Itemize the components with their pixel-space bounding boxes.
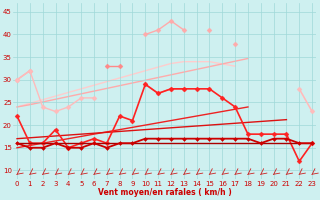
X-axis label: Vent moyen/en rafales ( km/h ): Vent moyen/en rafales ( km/h ) [98, 188, 231, 197]
